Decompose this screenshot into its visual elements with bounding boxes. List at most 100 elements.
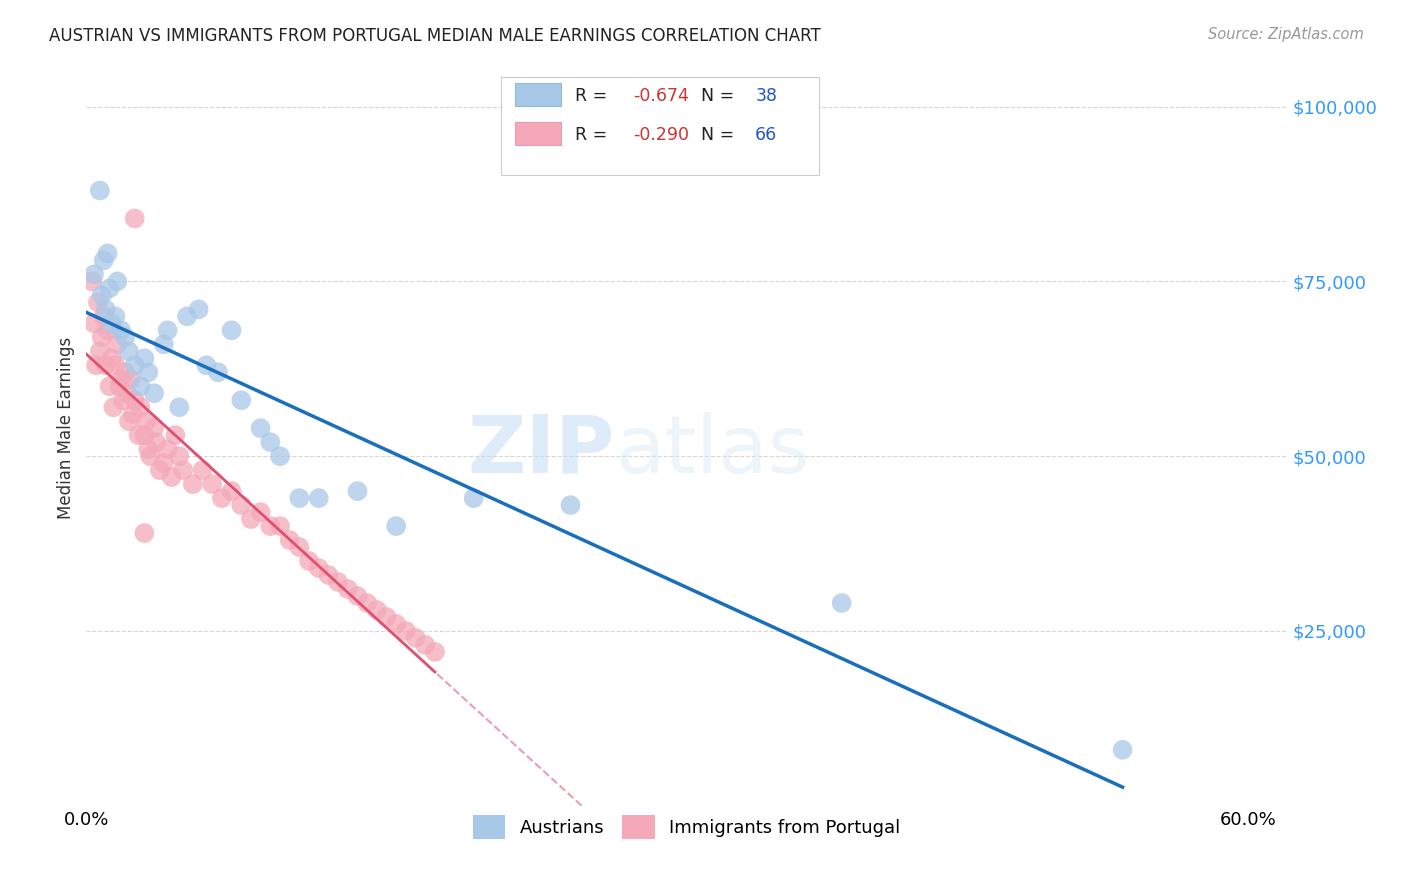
Text: R =: R =: [575, 87, 613, 105]
Point: [104, 310, 127, 324]
Point: [308, 561, 330, 575]
Point: [124, 358, 146, 372]
Point: [195, 358, 218, 372]
Point: [176, 310, 198, 324]
Text: ZIP: ZIP: [467, 412, 614, 490]
Point: [413, 638, 436, 652]
Point: [129, 401, 152, 415]
Text: Source: ZipAtlas.com: Source: ZipAtlas.com: [1208, 27, 1364, 42]
Point: [139, 449, 162, 463]
Point: [172, 463, 194, 477]
Text: N =: N =: [702, 127, 740, 145]
Point: [134, 526, 156, 541]
Point: [423, 645, 446, 659]
Point: [90, 288, 112, 302]
Point: [93, 253, 115, 268]
Point: [831, 596, 853, 610]
Point: [169, 449, 191, 463]
Point: [124, 211, 146, 226]
Point: [239, 512, 262, 526]
Text: atlas: atlas: [614, 412, 808, 490]
Point: [288, 540, 311, 554]
Point: [560, 498, 582, 512]
Point: [134, 428, 156, 442]
Point: [118, 344, 141, 359]
Point: [385, 519, 408, 533]
Bar: [515, 122, 561, 145]
Point: [120, 372, 142, 386]
Point: [181, 477, 204, 491]
Point: [211, 491, 233, 505]
Point: [405, 631, 427, 645]
Point: [93, 310, 115, 324]
Point: [160, 470, 183, 484]
Point: [134, 351, 156, 366]
Bar: [515, 83, 561, 106]
Point: [336, 582, 359, 596]
Point: [152, 337, 174, 351]
Point: [115, 386, 138, 401]
Point: [156, 323, 179, 337]
Point: [98, 281, 121, 295]
Point: [318, 568, 340, 582]
Point: [129, 379, 152, 393]
Point: [221, 484, 243, 499]
Point: [105, 274, 128, 288]
Point: [136, 442, 159, 457]
Point: [97, 246, 120, 260]
Point: [356, 596, 378, 610]
Point: [118, 414, 141, 428]
Point: [90, 330, 112, 344]
Point: [143, 386, 166, 401]
Point: [278, 533, 301, 547]
Text: -0.674: -0.674: [633, 87, 689, 105]
Point: [308, 491, 330, 505]
Point: [87, 295, 110, 310]
Point: [1111, 743, 1133, 757]
Point: [149, 463, 172, 477]
Point: [269, 519, 291, 533]
Point: [385, 616, 408, 631]
FancyBboxPatch shape: [501, 77, 818, 175]
Text: 38: 38: [755, 87, 778, 105]
Point: [259, 435, 281, 450]
Point: [89, 184, 111, 198]
Point: [83, 268, 105, 282]
Point: [114, 330, 136, 344]
Point: [169, 401, 191, 415]
Point: [207, 365, 229, 379]
Text: R =: R =: [575, 127, 613, 145]
Point: [97, 323, 120, 337]
Point: [288, 491, 311, 505]
Point: [143, 421, 166, 435]
Point: [187, 302, 209, 317]
Point: [326, 574, 349, 589]
Point: [135, 414, 157, 428]
Point: [249, 421, 271, 435]
Text: AUSTRIAN VS IMMIGRANTS FROM PORTUGAL MEDIAN MALE EARNINGS CORRELATION CHART: AUSTRIAN VS IMMIGRANTS FROM PORTUGAL MED…: [49, 27, 821, 45]
Point: [249, 505, 271, 519]
Point: [152, 456, 174, 470]
Point: [259, 519, 281, 533]
Point: [463, 491, 485, 505]
Point: [84, 358, 107, 372]
Point: [82, 274, 104, 288]
Point: [94, 302, 117, 317]
Point: [110, 323, 132, 337]
Text: 66: 66: [755, 127, 778, 145]
Y-axis label: Median Male Earnings: Median Male Earnings: [58, 337, 75, 519]
Point: [128, 428, 150, 442]
Point: [103, 401, 125, 415]
Point: [346, 484, 368, 499]
Point: [395, 624, 418, 638]
Point: [83, 316, 105, 330]
Point: [221, 323, 243, 337]
Point: [104, 358, 127, 372]
Point: [89, 344, 111, 359]
Point: [231, 393, 253, 408]
Legend: Austrians, Immigrants from Portugal: Austrians, Immigrants from Portugal: [465, 808, 908, 846]
Point: [100, 316, 122, 330]
Point: [201, 477, 224, 491]
Point: [136, 365, 159, 379]
Point: [298, 554, 321, 568]
